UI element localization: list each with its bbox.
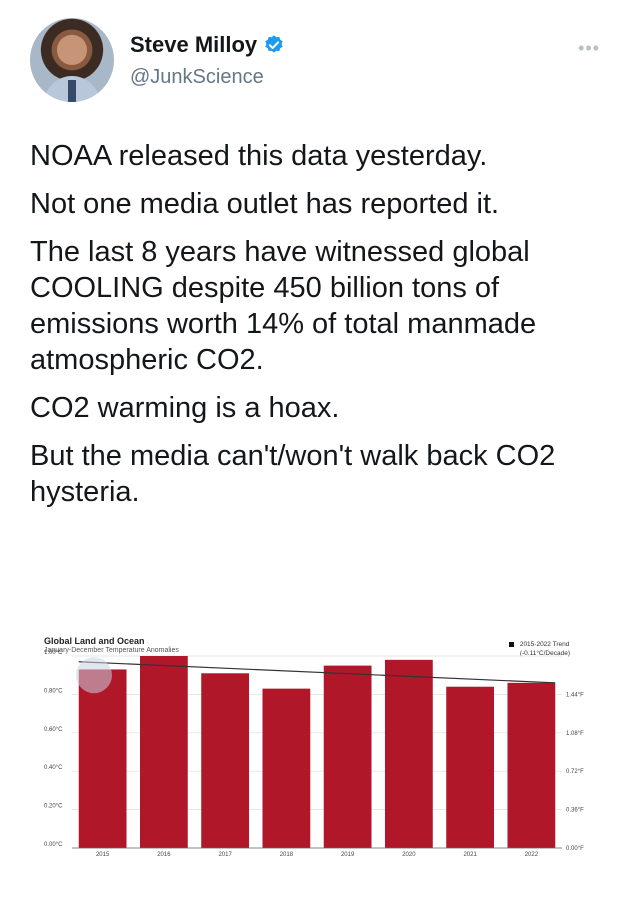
display-name[interactable]: Steve Milloy xyxy=(130,32,258,57)
tweet-text: NOAA released this data yesterday. Not o… xyxy=(30,138,610,522)
y-tick-label-left: 0.40°C xyxy=(44,765,63,771)
y-tick-label-right: 0.72°F xyxy=(566,769,584,775)
chart-bar xyxy=(78,669,127,848)
tweet-header: Steve Milloy @JunkScience ••• xyxy=(30,18,600,108)
x-tick-label: 2018 xyxy=(280,852,294,858)
more-options-icon[interactable]: ••• xyxy=(578,38,600,58)
tweet-paragraph: But the media can't/won't walk back CO2 … xyxy=(30,440,556,508)
noaa-logo-watermark xyxy=(76,657,112,694)
chart-bar xyxy=(201,673,250,848)
avatar-tie xyxy=(68,80,76,102)
chart-bar xyxy=(262,688,311,848)
chart-bar xyxy=(323,665,372,848)
user-handle[interactable]: @JunkScience xyxy=(130,66,264,88)
y-tick-label-left: 0.20°C xyxy=(44,804,63,810)
y-tick-label-left: 0.00°C xyxy=(44,842,63,848)
tweet-paragraph: Not one media outlet has reported it. xyxy=(30,188,500,220)
x-tick-label: 2019 xyxy=(341,852,355,858)
x-tick-label: 2020 xyxy=(402,852,416,858)
chart-image[interactable]: Global Land and Ocean January-December T… xyxy=(40,630,600,880)
bar-chart: 0.00°C 0.20°C 0.40°C 0.60°C 0.80°C 1.00°C 0.00… xyxy=(44,650,584,858)
y-tick-label-right: 0.36°F xyxy=(566,808,584,814)
legend-label: 2015-2022 Trend xyxy=(519,641,570,648)
chart-legend: 2015-2022 Trend (-0.11°C/Decade) xyxy=(508,640,570,658)
x-tick-label: 2021 xyxy=(463,852,477,858)
x-tick-label: 2015 xyxy=(96,852,110,858)
trend-line xyxy=(78,661,556,684)
y-tick-label-right: 0.00°F xyxy=(566,846,584,852)
y-tick-label-right: 1.08°F xyxy=(566,731,584,737)
chart-bar xyxy=(139,656,188,848)
chart-bar xyxy=(384,659,433,848)
name-row: Steve Milloy xyxy=(130,32,285,58)
tweet-paragraph: NOAA released this data yesterday. xyxy=(30,140,488,172)
y-tick-label-left: 0.80°C xyxy=(44,688,63,694)
legend-sublabel: (-0.11°C/Decade) xyxy=(519,650,570,657)
legend-swatch xyxy=(508,641,514,647)
x-tick-label: 2022 xyxy=(525,852,539,858)
y-tick-label-right: 1.44°F xyxy=(566,692,584,698)
y-tick-label-left: 1.00°C xyxy=(44,650,63,656)
chart-bar xyxy=(446,686,495,848)
chart-bar xyxy=(507,682,556,848)
chart-subtitle: January-December Temperature Anomalies xyxy=(44,647,179,654)
chart-title: Global Land and Ocean xyxy=(44,636,145,646)
verified-badge-icon xyxy=(265,35,283,53)
tweet-paragraph: The last 8 years have witnessed global C… xyxy=(30,236,537,376)
avatar[interactable] xyxy=(30,18,114,102)
x-tick-label: 2016 xyxy=(157,852,171,858)
tweet-paragraph: CO2 warming is a hoax. xyxy=(30,392,340,424)
y-tick-label-left: 0.60°C xyxy=(44,727,63,733)
x-tick-label: 2017 xyxy=(218,852,232,858)
